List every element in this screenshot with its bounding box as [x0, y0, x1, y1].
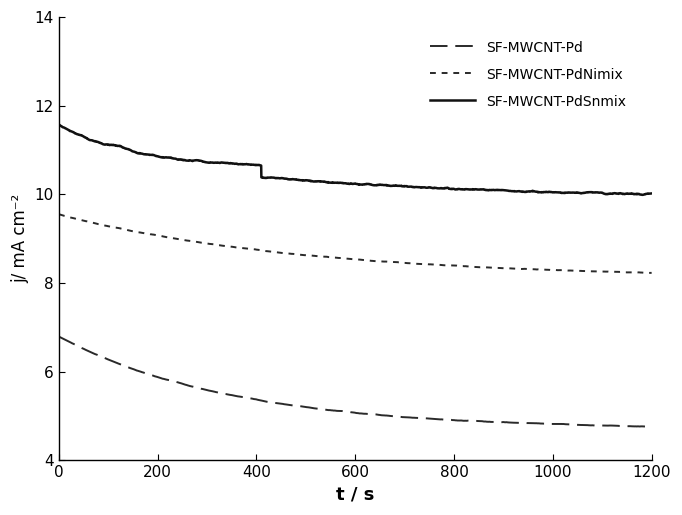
SF-MWCNT-Pd [123, 364, 131, 370]
SF-MWCNT-Pd [647, 423, 655, 430]
X-axis label: t / s: t / s [336, 486, 374, 504]
SF-MWCNT-Pd [282, 401, 291, 407]
Line: SF-MWCNT-PdSnmix: SF-MWCNT-PdSnmix [59, 125, 651, 195]
Line: SF-MWCNT-PdNimix: SF-MWCNT-PdNimix [59, 214, 651, 273]
SF-MWCNT-PdSnmix [572, 190, 580, 196]
SF-MWCNT-PdSnmix [636, 192, 644, 198]
SF-MWCNT-PdSnmix [639, 192, 647, 198]
SF-MWCNT-PdNimix [308, 252, 316, 259]
SF-MWCNT-PdSnmix [282, 176, 291, 182]
SF-MWCNT-PdSnmix [308, 178, 316, 184]
SF-MWCNT-Pd [636, 423, 644, 430]
SF-MWCNT-PdNimix [572, 268, 580, 274]
SF-MWCNT-Pd [642, 423, 650, 430]
SF-MWCNT-Pd [55, 334, 63, 340]
SF-MWCNT-PdSnmix [647, 191, 655, 197]
SF-MWCNT-PdNimix [55, 211, 63, 217]
SF-MWCNT-PdSnmix [55, 122, 63, 128]
Y-axis label: j/ mA cm⁻²: j/ mA cm⁻² [11, 194, 29, 283]
Line: SF-MWCNT-Pd: SF-MWCNT-Pd [59, 337, 651, 426]
SF-MWCNT-PdSnmix [55, 122, 63, 128]
SF-MWCNT-Pd [572, 422, 580, 428]
SF-MWCNT-PdNimix [646, 270, 654, 276]
SF-MWCNT-PdSnmix [123, 146, 131, 152]
SF-MWCNT-PdNimix [282, 250, 291, 256]
SF-MWCNT-Pd [308, 405, 316, 411]
SF-MWCNT-PdSnmix [158, 154, 166, 160]
SF-MWCNT-Pd [158, 375, 166, 382]
SF-MWCNT-PdNimix [636, 269, 644, 276]
SF-MWCNT-PdNimix [158, 233, 166, 239]
Legend: SF-MWCNT-Pd, SF-MWCNT-PdNimix, SF-MWCNT-PdSnmix: SF-MWCNT-Pd, SF-MWCNT-PdNimix, SF-MWCNT-… [424, 33, 633, 116]
SF-MWCNT-PdNimix [123, 227, 131, 233]
SF-MWCNT-PdNimix [647, 270, 655, 276]
